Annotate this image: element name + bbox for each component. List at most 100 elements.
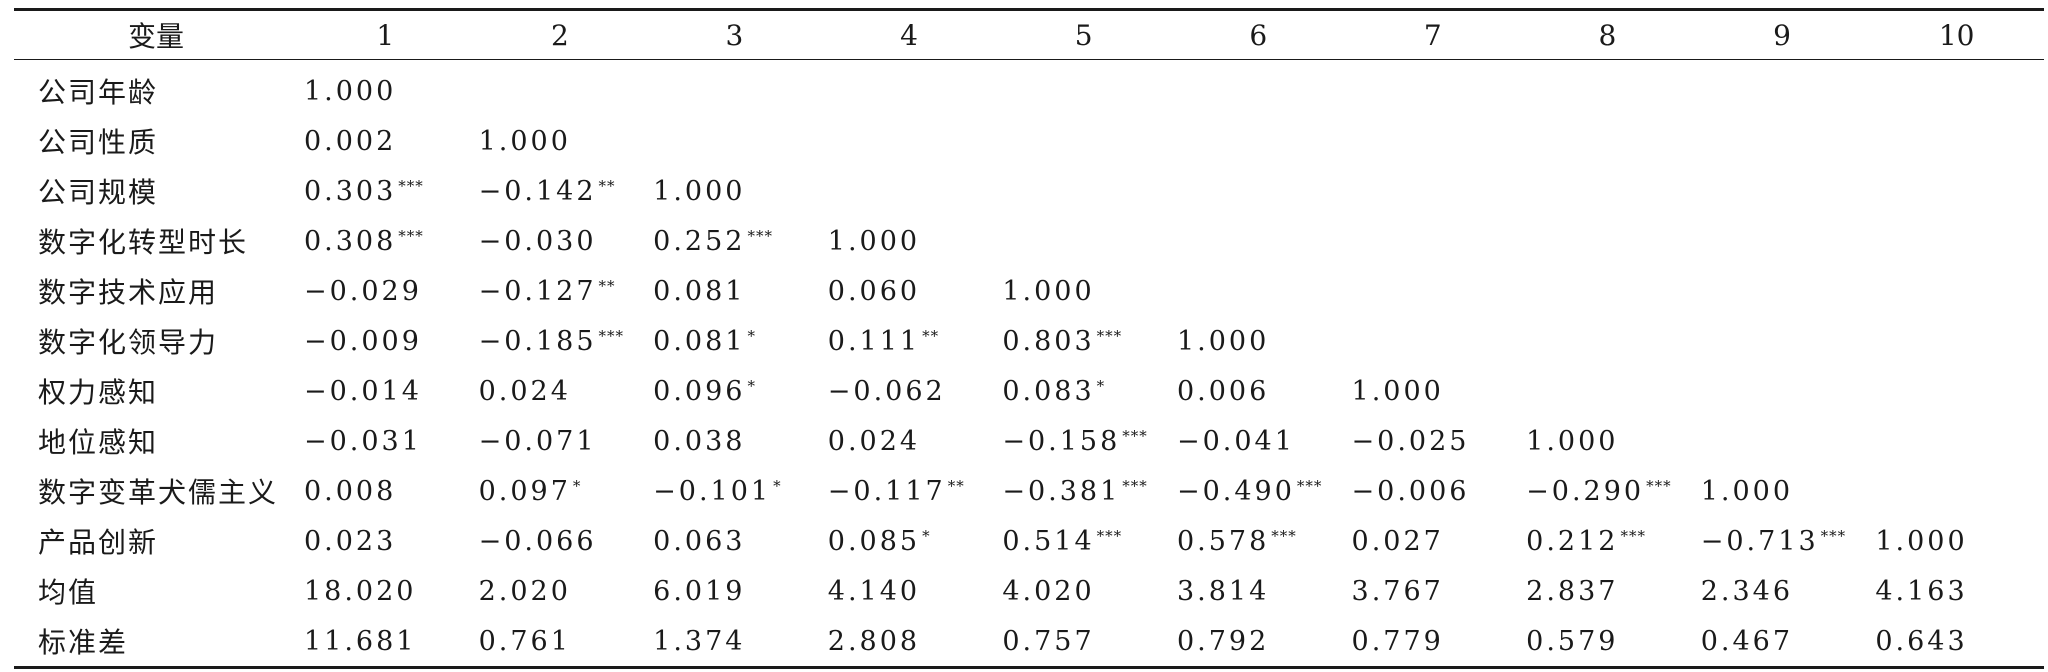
table-cell [473, 60, 648, 117]
table-cell: 0.083 * [996, 366, 1171, 416]
table-cell: 1.000 [298, 60, 473, 117]
cell-value: 0.085 [827, 525, 921, 557]
table-cell [1346, 266, 1521, 316]
significance-marker: * [747, 326, 756, 345]
table-cell: 2.020 [473, 566, 648, 616]
cell-value: 0.083 [1002, 375, 1095, 407]
table-cell: 0.757 [996, 616, 1171, 669]
table-cell [1869, 266, 2044, 316]
cell-value: 0.097 [478, 475, 571, 507]
table-cell [1520, 166, 1695, 216]
cell-value: −0.014 [303, 375, 422, 407]
cell-value: 4.020 [1002, 575, 1095, 607]
cell-value: 0.803 [1002, 325, 1095, 357]
table-cell [647, 60, 822, 117]
table-cell: −0.062 [822, 366, 997, 416]
row-variable-name: 公司规模 [38, 176, 159, 209]
row-variable-name: 权力感知 [38, 376, 159, 409]
cell-value: 0.514 [1002, 525, 1095, 557]
significance-marker: *** [1296, 476, 1323, 495]
table-cell: 0.212 *** [1520, 516, 1695, 566]
table-cell: 1.000 [996, 266, 1171, 316]
correlation-table: 变量 1 2 3 4 5 6 7 8 9 10 公司年龄 1.000 公司性质 0.0… [14, 8, 2044, 669]
cell-value: 11.681 [303, 625, 417, 657]
cell-value: 1.000 [478, 125, 571, 157]
table-cell: 0.027 [1346, 516, 1521, 566]
cell-value: 0.792 [1176, 625, 1270, 657]
significance-marker: * [922, 526, 931, 545]
significance-marker: * [773, 476, 782, 495]
table-cell [1520, 316, 1695, 366]
significance-marker: *** [1646, 476, 1672, 495]
table-cell: 4.140 [822, 566, 997, 616]
table-cell: 0.081 [647, 266, 822, 316]
significance-marker: ** [598, 276, 616, 295]
table-cell: 0.085 * [822, 516, 997, 566]
table-cell: 0.081 * [647, 316, 822, 366]
cell-value: 2.837 [1526, 575, 1619, 607]
table-cell [1869, 116, 2044, 166]
table-cell [1695, 366, 1870, 416]
table-cell: 1.000 [1695, 466, 1870, 516]
cell-value: −0.127 [478, 275, 597, 307]
table-cell: 0.096 * [647, 366, 822, 416]
cell-value: −0.062 [827, 375, 946, 407]
cell-value: 0.578 [1176, 525, 1270, 557]
row-variable-name: 数字变革犬儒主义 [38, 476, 279, 509]
header-col-5: 5 [996, 8, 1171, 60]
row-variable-name: 数字技术应用 [38, 276, 219, 309]
row-variable-name: 数字化转型时长 [38, 226, 249, 259]
header-col-8: 8 [1520, 8, 1695, 60]
table-cell: −0.158 *** [996, 416, 1171, 466]
table-cell: −0.117 ** [822, 466, 997, 516]
table-cell [822, 60, 997, 117]
table-cell: 1.000 [1171, 316, 1346, 366]
cell-value: 0.008 [303, 475, 397, 507]
cell-value: 0.081 [653, 325, 746, 357]
table-cell [1171, 216, 1346, 266]
cell-value: 0.024 [478, 375, 571, 407]
cell-value: −0.029 [303, 275, 422, 307]
table-cell: 0.308 *** [298, 216, 473, 266]
header-col-4: 4 [821, 8, 997, 60]
header-col-9: 9 [1694, 8, 1870, 60]
cell-value: 0.761 [478, 625, 571, 657]
table-cell [996, 216, 1171, 266]
table-cell [1171, 166, 1346, 216]
table-cell: 0.252 *** [647, 216, 822, 266]
table-cell: −0.127 ** [473, 266, 648, 316]
table-cell [1346, 166, 1521, 216]
table-row: 公司性质 0.002 1.000 [14, 116, 2044, 166]
significance-marker: * [1096, 376, 1106, 395]
table-cell [1869, 416, 2044, 466]
significance-marker: *** [1620, 526, 1646, 545]
cell-value: 0.467 [1700, 625, 1794, 657]
table-cell [1869, 216, 2044, 266]
table-cell: 0.514 *** [996, 516, 1171, 566]
table-cell: 4.020 [996, 566, 1171, 616]
table-cell [1695, 416, 1870, 466]
table-cell: 3.814 [1171, 566, 1346, 616]
table-cell: −0.030 [473, 216, 648, 266]
table-cell: 0.002 [298, 116, 473, 166]
table-cell: −0.066 [473, 516, 648, 566]
significance-marker: *** [598, 326, 624, 345]
correlation-table-container: 变量 1 2 3 4 5 6 7 8 9 10 公司年龄 1.000 公司性质 0.0… [14, 8, 2044, 669]
table-cell [1520, 60, 1695, 117]
cell-value: −0.158 [1002, 425, 1121, 457]
table-cell: 11.681 [297, 616, 473, 669]
cell-value: 0.006 [1176, 375, 1270, 407]
header-col-1: 1 [297, 8, 473, 60]
cell-value: −0.071 [478, 425, 597, 457]
table-cell: 1.000 [1346, 366, 1521, 416]
row-variable-name: 地位感知 [38, 426, 159, 459]
significance-marker: *** [1122, 476, 1148, 495]
cell-value: −0.713 [1700, 525, 1819, 557]
table-cell: −0.185 *** [473, 316, 648, 366]
cell-value: 0.308 [303, 225, 397, 257]
table-cell [1869, 366, 2044, 416]
cell-value: −0.030 [478, 225, 597, 257]
table-cell [1520, 266, 1695, 316]
table-cell: 0.063 [647, 516, 822, 566]
cell-value: 3.767 [1351, 575, 1444, 607]
